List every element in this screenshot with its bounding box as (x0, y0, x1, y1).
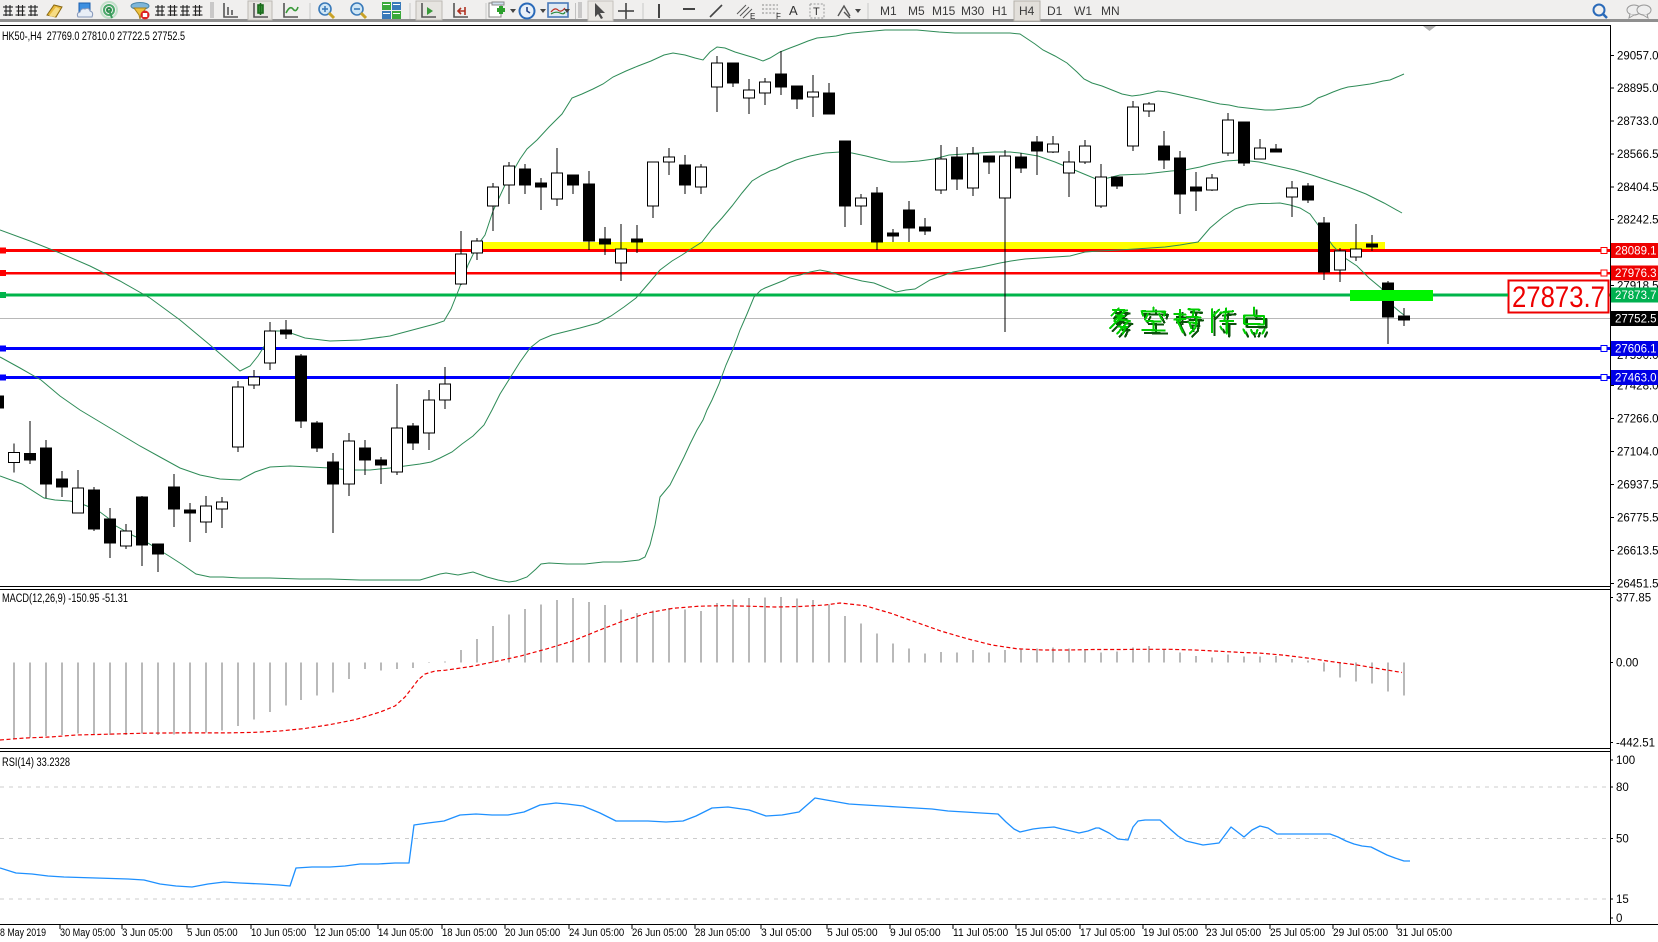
svg-text:29 Jul 05:00: 29 Jul 05:00 (1333, 927, 1388, 939)
svg-text:28733.0: 28733.0 (1617, 116, 1658, 128)
svg-text:F: F (776, 12, 781, 21)
svg-text:12 Jun 05:00: 12 Jun 05:00 (315, 927, 370, 939)
svg-text:E: E (750, 12, 755, 21)
svg-text:19 Jul 05:00: 19 Jul 05:00 (1143, 927, 1198, 939)
svg-text:28404.5: 28404.5 (1617, 182, 1658, 194)
svg-text:27976.3: 27976.3 (1615, 268, 1657, 280)
svg-text:27104.0: 27104.0 (1617, 447, 1658, 459)
svg-text:26775.5: 26775.5 (1617, 513, 1658, 525)
svg-text:26451.5: 26451.5 (1617, 579, 1658, 591)
svg-text:15 Jul 05:00: 15 Jul 05:00 (1016, 927, 1071, 939)
svg-text:26 Jun 05:00: 26 Jun 05:00 (632, 927, 687, 939)
svg-text:20 Jun 05:00: 20 Jun 05:00 (505, 927, 560, 939)
svg-text:M30: M30 (961, 4, 985, 18)
svg-text:M1: M1 (880, 4, 897, 18)
svg-text:30 May 05:00: 30 May 05:00 (60, 927, 115, 939)
svg-text:28 Jun 05:00: 28 Jun 05:00 (695, 927, 750, 939)
svg-text:15: 15 (1616, 894, 1629, 906)
svg-text:MN: MN (1101, 4, 1120, 18)
svg-text:28895.0: 28895.0 (1617, 83, 1658, 95)
svg-text:377.85: 377.85 (1616, 593, 1651, 605)
svg-text:9 Jul 05:00: 9 Jul 05:00 (890, 927, 941, 939)
svg-text:31 Jul 05:00: 31 Jul 05:00 (1397, 927, 1452, 939)
svg-text:H4: H4 (1019, 4, 1035, 18)
svg-text:HK50-,H4 27769.0 27810.0 2772: HK50-,H4 27769.0 27810.0 27722.5 27752.5 (2, 31, 185, 43)
svg-text:D1: D1 (1047, 4, 1063, 18)
svg-text:14 Jun 05:00: 14 Jun 05:00 (378, 927, 433, 939)
svg-text:W1: W1 (1074, 4, 1092, 18)
svg-text:-442.51: -442.51 (1616, 738, 1655, 750)
svg-text:5 Jun 05:00: 5 Jun 05:00 (187, 927, 238, 939)
svg-text:27752.5: 27752.5 (1615, 314, 1657, 326)
svg-text:MACD(12,26,9) -150.95 -51.31: MACD(12,26,9) -150.95 -51.31 (2, 593, 128, 605)
svg-text:0: 0 (1616, 913, 1622, 925)
svg-text:25 Jul 05:00: 25 Jul 05:00 (1270, 927, 1325, 939)
svg-text:23 Jul 05:00: 23 Jul 05:00 (1206, 927, 1261, 939)
svg-text:27266.0: 27266.0 (1617, 414, 1658, 426)
svg-text:3 Jul 05:00: 3 Jul 05:00 (761, 927, 812, 939)
svg-text:RSI(14) 33.2328: RSI(14) 33.2328 (2, 757, 70, 769)
svg-text:26937.5: 26937.5 (1617, 480, 1658, 492)
svg-text:M5: M5 (908, 4, 925, 18)
svg-text:A: A (789, 3, 798, 18)
svg-text:H1: H1 (992, 4, 1008, 18)
svg-text:27873.7: 27873.7 (1615, 290, 1657, 302)
svg-text:10 Jun 05:00: 10 Jun 05:00 (251, 927, 306, 939)
svg-text:0.00: 0.00 (1616, 658, 1638, 670)
svg-text:27463.0: 27463.0 (1615, 373, 1657, 385)
svg-text:27873.7: 27873.7 (1512, 281, 1605, 314)
svg-text:M15: M15 (932, 4, 956, 18)
svg-text:28089.1: 28089.1 (1615, 246, 1657, 258)
svg-text:50: 50 (1616, 834, 1629, 846)
svg-text:3 Jun 05:00: 3 Jun 05:00 (122, 927, 173, 939)
svg-text:26613.5: 26613.5 (1617, 546, 1658, 558)
svg-text:80: 80 (1616, 782, 1629, 794)
svg-text:28566.5: 28566.5 (1617, 149, 1658, 161)
svg-text:29057.0: 29057.0 (1617, 51, 1658, 63)
svg-text:27606.1: 27606.1 (1615, 344, 1657, 356)
svg-text:5 Jul 05:00: 5 Jul 05:00 (827, 927, 878, 939)
svg-text:11 Jul 05:00: 11 Jul 05:00 (953, 927, 1008, 939)
svg-text:24 Jun 05:00: 24 Jun 05:00 (569, 927, 624, 939)
svg-text:T: T (813, 6, 820, 18)
svg-text:8 May 2019: 8 May 2019 (0, 927, 46, 939)
svg-text:100: 100 (1616, 755, 1635, 767)
svg-text:18 Jun 05:00: 18 Jun 05:00 (442, 927, 497, 939)
svg-text:17 Jul 05:00: 17 Jul 05:00 (1080, 927, 1135, 939)
svg-text:28242.5: 28242.5 (1617, 215, 1658, 227)
